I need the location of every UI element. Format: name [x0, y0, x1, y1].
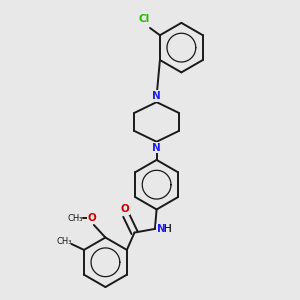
Text: CH₃: CH₃ — [67, 214, 83, 223]
Text: H: H — [164, 224, 172, 234]
Text: N: N — [152, 143, 161, 153]
Text: N: N — [152, 91, 161, 101]
Text: H: H — [164, 224, 172, 234]
Text: methoxy: methoxy — [77, 217, 83, 218]
Text: N: N — [152, 91, 161, 101]
Text: N: N — [157, 224, 165, 234]
Text: O: O — [120, 204, 129, 214]
Text: N: N — [152, 143, 161, 153]
Text: O: O — [88, 213, 97, 224]
Text: N: N — [157, 224, 165, 234]
Text: O: O — [88, 213, 97, 224]
Text: O: O — [120, 204, 129, 214]
Text: Cl: Cl — [138, 14, 150, 24]
Text: Cl: Cl — [138, 14, 150, 24]
Text: CH₃: CH₃ — [56, 238, 72, 247]
